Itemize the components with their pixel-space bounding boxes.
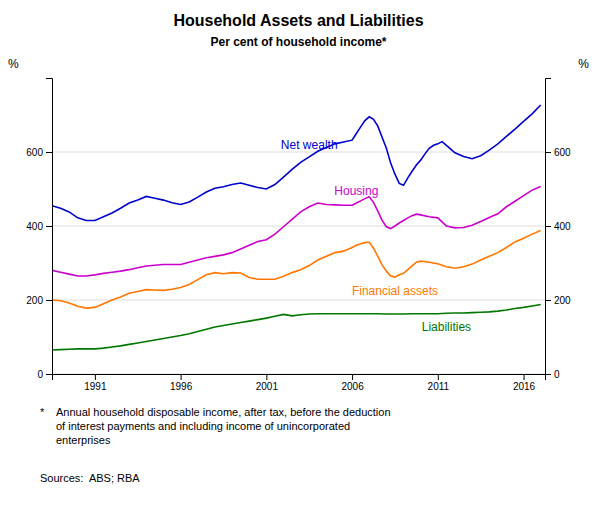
chart: Household Assets and Liabilities Per cent… xyxy=(0,0,597,524)
line-labels: Net wealth Housing Financial assets Liabili… xyxy=(281,138,471,335)
tick: 400 xyxy=(26,221,52,232)
grid-line xyxy=(52,300,545,301)
tick-mark xyxy=(46,374,52,375)
tick: 200 xyxy=(26,295,52,306)
tick-mark xyxy=(95,374,96,380)
tick-mark xyxy=(181,374,182,380)
tick-mark xyxy=(545,152,551,153)
source: Sources: ABS; RBA xyxy=(40,472,140,484)
tick: 600 xyxy=(545,147,571,158)
tick-label: 400 xyxy=(554,221,571,232)
tick: 600 xyxy=(26,147,52,158)
tick-label: 2001 xyxy=(256,381,279,392)
plot: 1991 1996 2001 2006 2011 2016 0 200 400 600 0 200 40… xyxy=(8,57,589,392)
tick: 2016 xyxy=(513,374,536,392)
y-axis: 0 200 400 600 xyxy=(26,79,52,380)
line-label: Liabilities xyxy=(422,320,471,334)
tick-mark xyxy=(545,374,551,375)
y2-axis-title: % xyxy=(578,57,589,71)
tick-mark xyxy=(524,374,525,380)
tick-label: 600 xyxy=(26,147,43,158)
line xyxy=(52,105,541,220)
axis-line xyxy=(546,79,552,375)
tick-mark xyxy=(545,300,551,301)
tick: 1996 xyxy=(170,374,193,392)
tick: 1991 xyxy=(84,374,107,392)
tick-mark xyxy=(545,226,551,227)
y-axis-title: % xyxy=(8,57,19,71)
tick-mark xyxy=(46,152,52,153)
tick: 0 xyxy=(545,369,560,380)
tick-mark xyxy=(46,300,52,301)
tick-mark xyxy=(46,226,52,227)
footnote-line: of interest payments and including incom… xyxy=(56,420,350,432)
tick-label: 2016 xyxy=(513,381,536,392)
tick-label: 400 xyxy=(26,221,43,232)
tick: 400 xyxy=(545,221,571,232)
line-label: Housing xyxy=(334,184,378,198)
axis-line xyxy=(46,79,53,375)
footnote-marker: * xyxy=(40,406,45,418)
axis-line xyxy=(53,375,546,381)
tick: 2011 xyxy=(428,374,450,392)
tick: 0 xyxy=(37,369,52,380)
tick-mark xyxy=(352,374,353,380)
line-label: Financial assets xyxy=(352,284,438,298)
tick-label: 600 xyxy=(554,147,571,158)
lines xyxy=(52,105,541,350)
tick-label: 2006 xyxy=(341,381,364,392)
line-label: Net wealth xyxy=(281,138,338,152)
footnote-line: Annual household disposable income, afte… xyxy=(56,406,391,418)
line xyxy=(52,230,541,308)
footnote-line: enterprises xyxy=(56,434,111,446)
tick-label: 200 xyxy=(26,295,43,306)
title: Household Assets and Liabilities xyxy=(173,12,423,29)
tick-label: 200 xyxy=(554,295,571,306)
tick-mark xyxy=(266,374,267,380)
tick-label: 2011 xyxy=(428,381,450,392)
subtitle: Per cent of household income* xyxy=(210,35,386,49)
x-axis: 1991 1996 2001 2006 2011 2016 xyxy=(53,374,546,392)
tick: 2001 xyxy=(256,374,279,392)
y2-axis: 0 200 400 600 xyxy=(545,79,571,380)
tick-label: 0 xyxy=(37,369,43,380)
tick-label: 0 xyxy=(554,369,560,380)
tick-label: 1996 xyxy=(170,381,193,392)
line xyxy=(52,304,541,350)
tick: 2006 xyxy=(341,374,364,392)
tick: 200 xyxy=(545,295,571,306)
footnote: Annual household disposable income, afte… xyxy=(56,406,391,446)
grid xyxy=(52,152,545,374)
tick-mark xyxy=(438,374,439,380)
tick-label: 1991 xyxy=(84,381,107,392)
line xyxy=(52,186,541,276)
